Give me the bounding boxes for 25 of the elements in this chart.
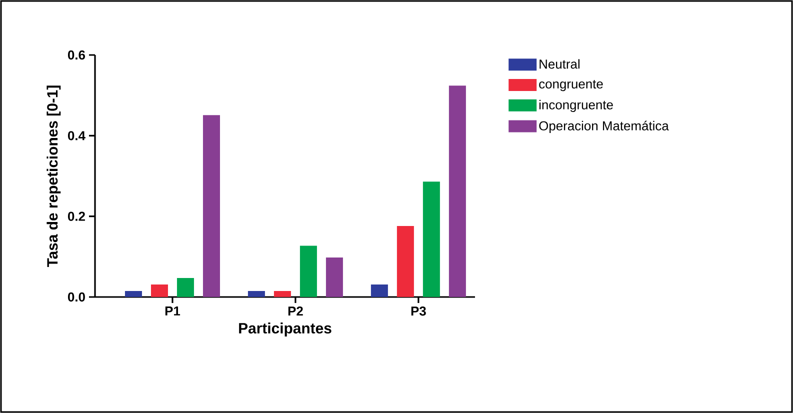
legend-label: congruente xyxy=(539,80,603,92)
bar xyxy=(150,284,168,297)
y-tick-label: 0.4 xyxy=(68,131,86,140)
legend-label: Operacion Matemática xyxy=(539,120,669,133)
x-tick-label: P2 xyxy=(288,306,303,316)
bar xyxy=(202,115,220,297)
bar xyxy=(300,246,317,297)
bar xyxy=(370,284,388,297)
bar xyxy=(422,182,440,297)
x-tick-label: P3 xyxy=(411,306,426,316)
bar xyxy=(274,290,291,297)
bar xyxy=(124,290,142,297)
y-tick-label: 0.6 xyxy=(68,50,86,60)
bar xyxy=(176,278,194,297)
bar xyxy=(248,290,265,297)
bar xyxy=(396,226,414,297)
legend-label: incongruente xyxy=(539,100,613,112)
x-tick-label: P1 xyxy=(165,306,180,316)
y-tick-label: 0.2 xyxy=(68,212,85,221)
legend-label: Neutral xyxy=(540,59,580,69)
y-tick-label: 0.0 xyxy=(68,292,85,302)
y-axis-title: Tasa de repeticiones [0-1] xyxy=(46,86,61,268)
bar xyxy=(326,257,343,297)
x-axis-title: Participantes xyxy=(239,322,332,336)
bar xyxy=(448,86,466,297)
